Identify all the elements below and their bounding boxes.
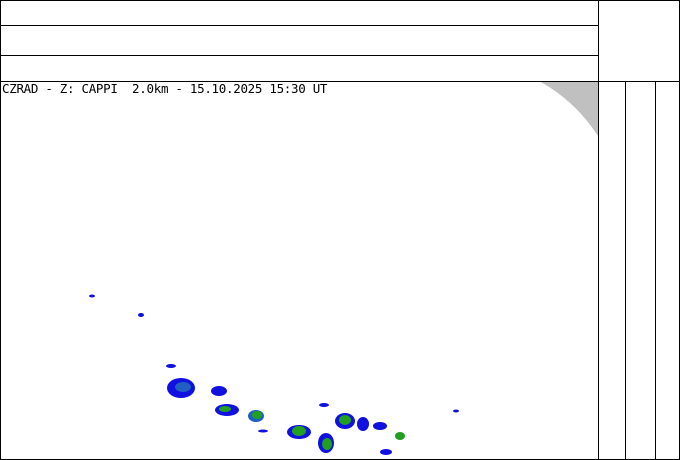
out-of-range-area <box>541 82 598 136</box>
radar-echo-layer <box>89 82 598 455</box>
legend-column-divider-1 <box>625 81 626 460</box>
frame-left <box>0 0 1 460</box>
map-right-divider <box>598 0 599 460</box>
header-divider-2 <box>0 55 598 56</box>
echoes <box>89 294 459 455</box>
header-divider-1 <box>0 25 598 26</box>
header-divider-3 <box>0 81 680 82</box>
radar-product-title: CZRAD - Z: CAPPI 2.0km - 15.10.2025 15:3… <box>2 81 328 96</box>
radar-map[interactable] <box>1 82 598 459</box>
frame-top <box>0 0 680 1</box>
legend-column-divider-2 <box>655 81 656 460</box>
